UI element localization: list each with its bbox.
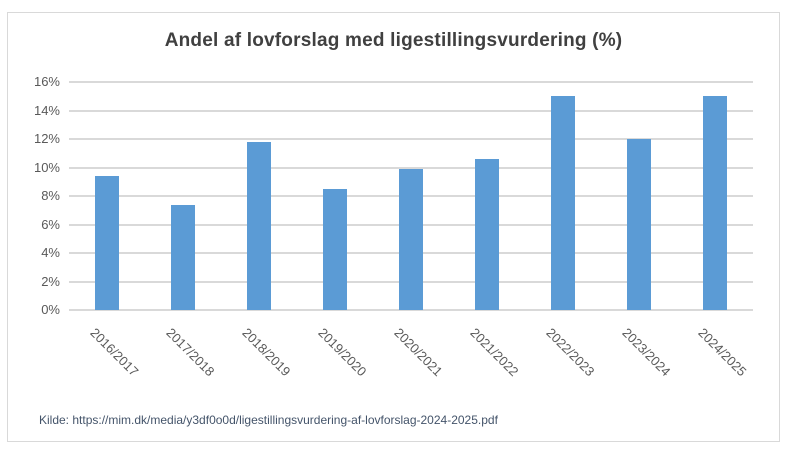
y-axis-tick-label: 14% bbox=[33, 102, 60, 118]
gridline bbox=[69, 138, 753, 140]
bar-2021-2022 bbox=[475, 158, 499, 310]
x-axis-category-label: 2018/2019 bbox=[239, 325, 294, 380]
bar-2022-2023 bbox=[551, 96, 575, 310]
gridline bbox=[69, 109, 753, 112]
x-axis-category-label: 2024/2025 bbox=[695, 325, 750, 380]
gridline bbox=[69, 81, 753, 83]
y-axis-tick-label: 2% bbox=[41, 273, 60, 289]
bar-2016-2017 bbox=[95, 176, 119, 310]
y-axis-tick-label: 16% bbox=[33, 74, 60, 89]
bar-2024-2025 bbox=[703, 96, 727, 310]
y-axis-tick-label: 6% bbox=[41, 216, 60, 232]
bar-2017-2018 bbox=[171, 204, 195, 310]
x-axis-category-label: 2023/2024 bbox=[619, 325, 674, 380]
bar-2023-2024 bbox=[627, 139, 651, 310]
x-axis-category-label: 2022/2023 bbox=[543, 325, 598, 380]
gridline bbox=[69, 166, 753, 169]
bar-2020-2021 bbox=[399, 168, 423, 310]
x-axis-category-label: 2016/2017 bbox=[87, 325, 142, 380]
y-axis-tick-label: 4% bbox=[41, 245, 60, 260]
chart-title: Andel af lovforslag med ligestillingsvur… bbox=[164, 30, 623, 51]
chart-container: Andel af lovforslag med ligestillingsvur… bbox=[7, 12, 780, 442]
x-axis-category-label: 2017/2018 bbox=[163, 325, 218, 380]
bar-2018-2019 bbox=[247, 141, 271, 310]
source-citation: Kilde: https://mim.dk/media/y3df0o0d/lig… bbox=[39, 413, 498, 427]
x-axis-category-label: 2021/2022 bbox=[467, 325, 522, 380]
plot-area bbox=[69, 81, 753, 311]
gridline bbox=[69, 309, 753, 311]
bar-2019-2020 bbox=[323, 188, 347, 310]
x-axis-category-label: 2019/2020 bbox=[315, 325, 370, 380]
y-axis-tick-label: 10% bbox=[33, 159, 60, 175]
y-axis-tick-label: 8% bbox=[41, 188, 60, 203]
x-axis-category-label: 2020/2021 bbox=[391, 325, 446, 380]
y-axis-tick-label: 12% bbox=[33, 131, 60, 146]
y-axis-tick-label: 0% bbox=[41, 302, 60, 317]
